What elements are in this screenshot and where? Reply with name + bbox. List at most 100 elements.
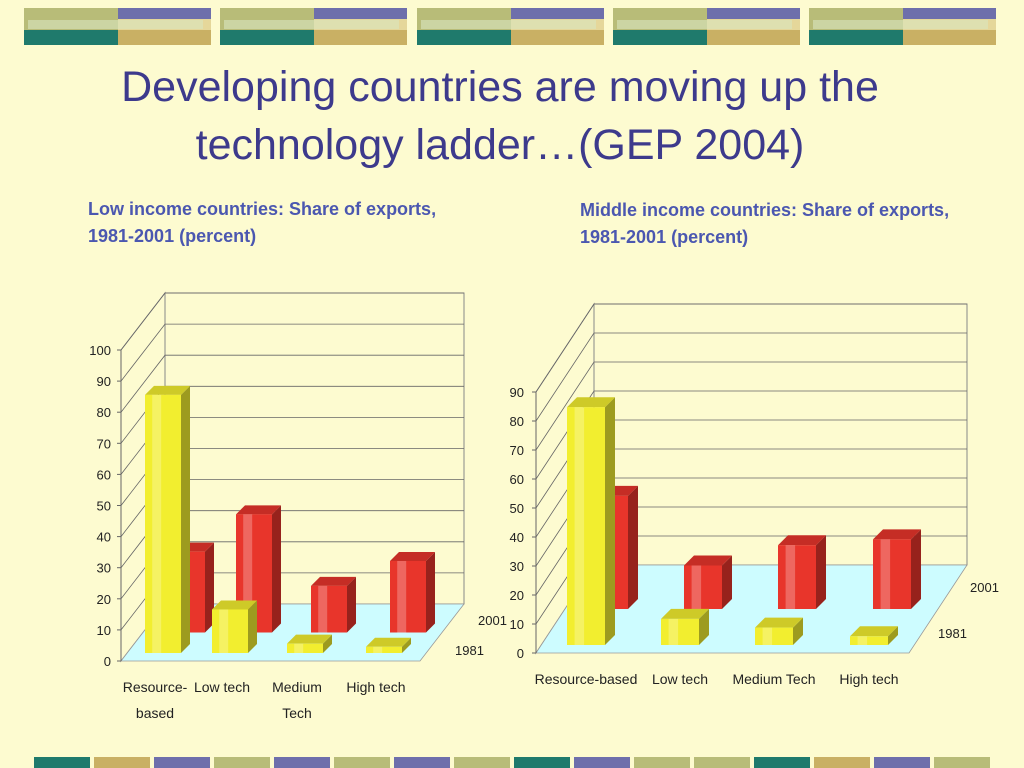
bar-top <box>567 397 615 408</box>
bar-side <box>722 555 732 609</box>
bar-top <box>145 385 190 395</box>
banner-stripe <box>694 757 750 768</box>
y-tick-label: 50 <box>97 499 111 514</box>
bar-highlight <box>762 627 773 645</box>
bar-highlight <box>294 643 304 653</box>
bar-1981 <box>567 397 615 645</box>
gridline <box>535 332 967 422</box>
bar-side <box>272 505 281 633</box>
x-category-label: Low tech <box>652 671 708 687</box>
middle-income-chart-title: Middle income countries: Share of export… <box>580 200 950 247</box>
bar-top <box>778 535 826 546</box>
bar-front <box>212 609 248 653</box>
chart-0: 0 10 20 30 40 50 60 70 80 90 100 Resource-based Low … <box>89 291 507 721</box>
y-tick-label: 10 <box>97 623 111 638</box>
y-tick-label: 20 <box>97 592 111 607</box>
x-category-label: High tech <box>346 679 405 695</box>
bar-top <box>755 617 803 628</box>
bar-top <box>236 505 281 515</box>
bar-highlight <box>785 545 796 609</box>
bar-highlight <box>574 407 585 645</box>
bar-front <box>755 627 793 645</box>
bar-highlight <box>880 539 891 609</box>
bar-1981 <box>366 637 411 653</box>
y-tick-label: 40 <box>97 530 111 545</box>
back-wall <box>593 303 968 566</box>
y-tick-label: 0 <box>517 646 524 661</box>
gridline <box>535 303 967 393</box>
bar-top <box>311 576 356 586</box>
y-tick-label: 100 <box>89 343 111 358</box>
y-tick-label: 0 <box>104 654 111 669</box>
gridline <box>535 361 967 451</box>
bar-front <box>873 539 911 609</box>
bar-side <box>426 551 435 633</box>
x-category-label: Low tech <box>194 679 250 695</box>
bar-highlight <box>318 585 328 633</box>
top-decorative-banner <box>24 8 996 45</box>
bar-highlight <box>373 646 383 653</box>
gridline <box>120 354 464 413</box>
y-tick-label: 20 <box>510 588 524 603</box>
y-tick-label: 70 <box>97 436 111 451</box>
bar-top <box>684 555 732 566</box>
bar-side <box>402 637 411 653</box>
bar-2001 <box>778 535 826 609</box>
bar-highlight <box>857 636 868 645</box>
gridline <box>120 292 464 351</box>
bar-top <box>212 600 257 610</box>
bar-side <box>911 529 921 609</box>
bar-top <box>661 608 709 619</box>
bar-front <box>661 618 699 645</box>
banner-stripe <box>934 757 990 768</box>
low-income-chart-title: Low income countries: Share of exports, … <box>88 199 437 246</box>
banner-block <box>220 8 407 45</box>
y-tick-label: 50 <box>510 501 524 516</box>
bar-front <box>366 646 402 653</box>
bar-1981 <box>212 600 257 653</box>
bar-side <box>628 485 638 609</box>
gridline <box>120 323 464 382</box>
bar-top <box>850 626 898 637</box>
bar-2001 <box>873 529 921 609</box>
banner-stripe <box>454 757 510 768</box>
bar-front <box>778 545 816 609</box>
bar-side <box>347 576 356 633</box>
bar-side <box>323 634 332 653</box>
banner-stripe <box>94 757 150 768</box>
bar-side <box>816 535 826 609</box>
banner-block <box>809 8 996 45</box>
y-tick-label: 60 <box>510 472 524 487</box>
banner-block <box>613 8 800 45</box>
bar-top <box>287 634 332 644</box>
y-tick-label: 70 <box>510 443 524 458</box>
bar-1981 <box>145 385 190 653</box>
bar-top <box>390 551 435 561</box>
banner-stripe <box>574 757 630 768</box>
banner-stripe <box>274 757 330 768</box>
x-category-label: Resource-based <box>535 671 638 687</box>
bar-front <box>145 394 181 653</box>
x-category-label: based <box>136 705 174 721</box>
banner-stripe <box>34 757 90 768</box>
x-category-label: High tech <box>839 671 898 687</box>
banner-stripe <box>874 757 930 768</box>
bar-highlight <box>691 565 702 609</box>
bar-side <box>605 397 615 645</box>
bar-side <box>248 600 257 653</box>
depth-series-label: 2001 <box>478 613 507 628</box>
bottom-decorative-banner <box>34 757 990 768</box>
x-category-label: Resource- <box>123 679 188 695</box>
bar-highlight <box>668 618 679 645</box>
bar-1981 <box>287 634 332 653</box>
bar-front <box>850 636 888 645</box>
bar-side <box>699 608 709 645</box>
depth-series-label: 2001 <box>970 580 999 595</box>
bar-front <box>311 585 347 633</box>
depth-series-label: 1981 <box>455 643 484 658</box>
y-tick-label: 10 <box>510 617 524 632</box>
chart-1: 0 10 20 30 40 50 60 70 80 90 Resource-based Low tec… <box>510 302 999 687</box>
bar-1981 <box>661 608 709 645</box>
banner-stripe <box>334 757 390 768</box>
y-tick-label: 40 <box>510 530 524 545</box>
